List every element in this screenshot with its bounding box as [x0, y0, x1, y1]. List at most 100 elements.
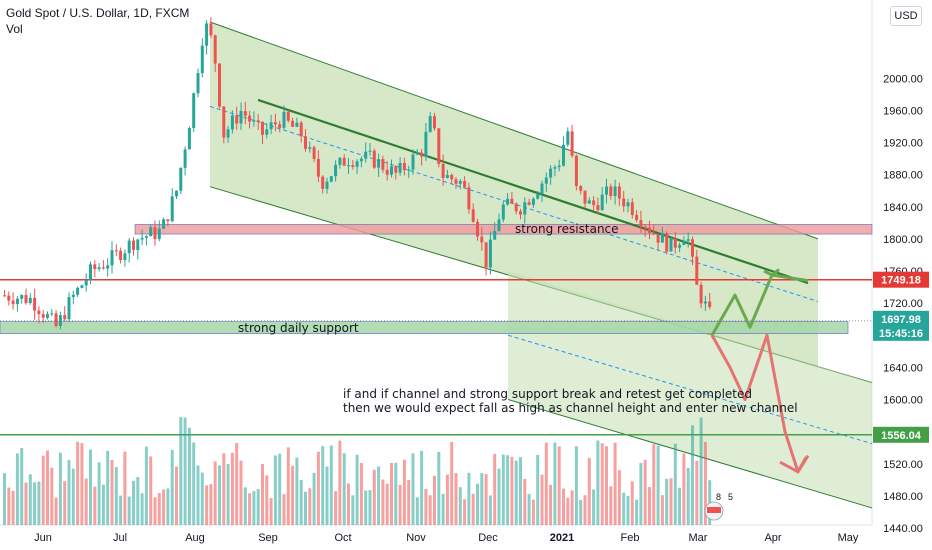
volume-bar [355, 454, 359, 525]
candle-body [368, 150, 372, 152]
volume-bar [110, 460, 114, 525]
candle-body [420, 152, 424, 157]
volume-bar [626, 495, 630, 525]
volume-bar [678, 487, 682, 525]
candle-body [338, 157, 342, 165]
volume-bar [695, 460, 699, 525]
volume-bar [304, 491, 307, 525]
volume-bar [407, 479, 411, 525]
candle-body [252, 120, 256, 122]
price-tick: 1480.00 [883, 491, 923, 503]
currency-button[interactable]: USD [890, 6, 922, 26]
volume-bar [248, 493, 252, 525]
candle-body [312, 147, 316, 159]
candle-body [519, 211, 522, 215]
volume-bar [609, 486, 613, 525]
time-tick: Apr [764, 532, 781, 544]
volume-bar [359, 463, 363, 525]
candle-body [187, 128, 191, 150]
volume-bar [381, 479, 385, 525]
candle-body [153, 227, 157, 240]
time-tick: Feb [621, 532, 640, 544]
price-tick: 1960.00 [883, 105, 923, 117]
volume-bar [101, 484, 105, 525]
candle-body [699, 284, 703, 304]
candle-body [673, 237, 677, 248]
candle-body [15, 298, 19, 305]
candle-body [205, 23, 209, 46]
volume-bar [488, 495, 492, 525]
candle-body [549, 168, 553, 178]
volume-bar [286, 447, 290, 525]
candle-body [222, 106, 226, 138]
candle-body [347, 165, 350, 167]
candle-body [437, 128, 441, 164]
volume-bar [299, 479, 303, 525]
candle-body [579, 185, 583, 191]
candle-body [76, 287, 80, 295]
volume-bar [170, 449, 174, 525]
volume-bar [114, 467, 118, 525]
volume-bar [235, 442, 239, 525]
candle-body [484, 242, 488, 268]
candle-body [613, 186, 617, 197]
candle-body [643, 226, 647, 228]
volume-bar [635, 499, 639, 525]
time-tick: May [838, 532, 859, 544]
volume-bar [484, 474, 488, 525]
candle-body [209, 23, 213, 36]
volume-bar [312, 472, 316, 525]
candle-body [106, 265, 110, 269]
volume-bar [230, 452, 234, 525]
volume-bar [192, 442, 196, 525]
candle-body [80, 285, 84, 288]
volume-bar [531, 499, 535, 525]
candle-body [316, 158, 320, 177]
candle-body [269, 122, 273, 130]
volume-bar [76, 441, 80, 525]
candle-body [510, 198, 514, 204]
note-line-1: if and if channel and strong support bre… [343, 387, 752, 401]
volume-bar [411, 453, 415, 525]
volume-bar [67, 460, 71, 525]
candle-body [261, 121, 264, 135]
candle-body [11, 300, 15, 305]
candle-body [557, 165, 561, 168]
volume-bar [394, 462, 398, 525]
candle-body [230, 115, 234, 130]
candle-body [407, 169, 411, 171]
volume-bar [656, 445, 660, 525]
candle-body [678, 244, 682, 248]
candle-body [175, 190, 178, 197]
candle-body [308, 147, 312, 149]
volume-bar [643, 459, 647, 525]
candle-body [24, 295, 28, 304]
volume-bar [570, 490, 574, 525]
channel-upper-line [209, 21, 819, 240]
price-label-box [873, 271, 929, 288]
candle-body [635, 214, 639, 221]
volume-bar [166, 488, 170, 525]
candle-body [488, 239, 492, 268]
volume-bar [549, 484, 553, 525]
candle-body [467, 187, 471, 210]
volume-bar [660, 495, 664, 525]
volume-bar [463, 499, 467, 525]
candle-body [445, 174, 449, 178]
price-tick: 1720.00 [883, 298, 923, 310]
price-tick: 1920.00 [883, 138, 923, 150]
candle-body [587, 200, 591, 204]
candle-body [304, 136, 307, 149]
candle-body [170, 196, 174, 222]
volume-bar [437, 451, 441, 525]
volume-bar [476, 483, 479, 525]
candle-body [540, 183, 544, 195]
candle-body [183, 149, 187, 168]
time-tick: Aug [185, 532, 205, 544]
candle-body [691, 239, 694, 257]
volume-bar [222, 453, 226, 525]
candle-body [162, 219, 166, 229]
support-label: strong daily support [238, 321, 359, 335]
